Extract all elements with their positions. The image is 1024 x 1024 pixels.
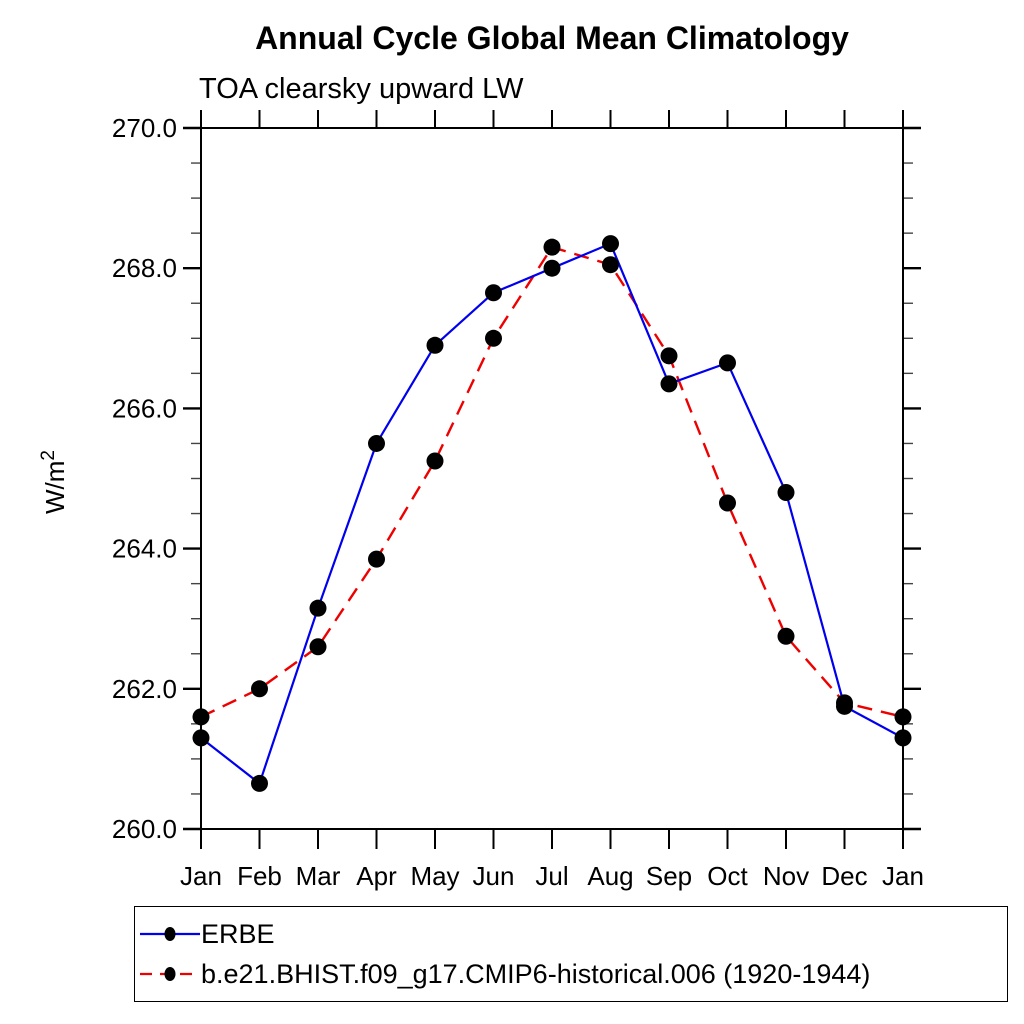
- y-tick-label: 260.0: [112, 814, 177, 844]
- x-tick-label: Apr: [356, 861, 397, 891]
- cmip6-line-swatch: [140, 967, 200, 981]
- cmip6-data-point: [426, 452, 444, 470]
- x-tick-label: Feb: [237, 861, 282, 891]
- erbe-data-point: [368, 434, 385, 452]
- y-tick-label: 270.0: [112, 113, 177, 143]
- erbe-data-point: [777, 484, 795, 502]
- cmip6-data-point: [485, 329, 502, 347]
- chart-title: Annual Cycle Global Mean Climatology: [255, 20, 849, 56]
- y-tick-label: 268.0: [112, 253, 177, 283]
- legend: ERBE b.e21.BHIST.f09_g17.CMIP6-historica…: [134, 906, 1008, 1002]
- cmip6-data-point: [309, 638, 327, 656]
- cmip6-data-point: [660, 347, 678, 365]
- cmip6-data-point: [894, 708, 912, 726]
- x-tick-label: Sep: [646, 861, 692, 891]
- y-tick-label: 262.0: [112, 674, 177, 704]
- erbe-data-point: [719, 354, 736, 372]
- cmip6-data-point: [192, 708, 210, 726]
- cmip6-data-point: [368, 550, 385, 568]
- cmip6-data-point: [251, 680, 268, 698]
- legend-item-cmip6: b.e21.BHIST.f09_g17.CMIP6-historical.006…: [139, 954, 1007, 994]
- erbe-data-point: [660, 375, 678, 393]
- cmip6-data-point: [602, 256, 619, 274]
- erbe-line-swatch: [140, 927, 200, 941]
- y-tick-label: 264.0: [112, 534, 177, 564]
- x-tick-label: Mar: [296, 861, 341, 891]
- plot-area: 260.0 262.0 264.0 266.0 268.0 270.0 Jan Feb Mar A…: [112, 110, 924, 891]
- x-tick-label: Jan: [882, 861, 924, 891]
- erbe-data-point: [543, 259, 561, 277]
- legend-label-cmip6: b.e21.BHIST.f09_g17.CMIP6-historical.006…: [201, 958, 871, 989]
- erbe-swatch-marker-icon: [164, 927, 176, 941]
- x-tick-label: Oct: [707, 861, 748, 891]
- erbe-data-point: [602, 235, 619, 253]
- legend-label-erbe: ERBE: [201, 918, 275, 949]
- legend-item-erbe: ERBE: [139, 914, 1007, 954]
- cmip6-data-point: [719, 494, 736, 512]
- x-tick-label: Jan: [180, 861, 222, 891]
- erbe-line: [200, 242, 904, 786]
- x-tick-label: Jun: [473, 861, 515, 891]
- chart-subtitle: TOA clearsky upward LW: [199, 73, 524, 105]
- x-tick-label: Aug: [587, 861, 633, 891]
- erbe-data-point: [251, 774, 268, 792]
- cmip6-swatch-marker-icon: [164, 967, 176, 981]
- cmip6-data-point: [543, 238, 561, 256]
- erbe-data-point: [894, 729, 912, 747]
- plot-box: [200, 127, 904, 830]
- x-tick-label: Dec: [821, 861, 867, 891]
- x-tick-label: Jul: [535, 861, 568, 891]
- y-axis-label: W/m2: [38, 450, 70, 514]
- cmip6-data-point: [836, 694, 853, 712]
- x-tick-label: May: [410, 861, 459, 891]
- x-tick-label: Nov: [763, 861, 809, 891]
- cmip6-data-point: [777, 627, 795, 645]
- y-tick-label: 266.0: [112, 393, 177, 423]
- erbe-data-point: [309, 599, 327, 617]
- erbe-data-point: [192, 729, 210, 747]
- erbe-data-point: [426, 336, 444, 354]
- erbe-data-point: [485, 284, 502, 302]
